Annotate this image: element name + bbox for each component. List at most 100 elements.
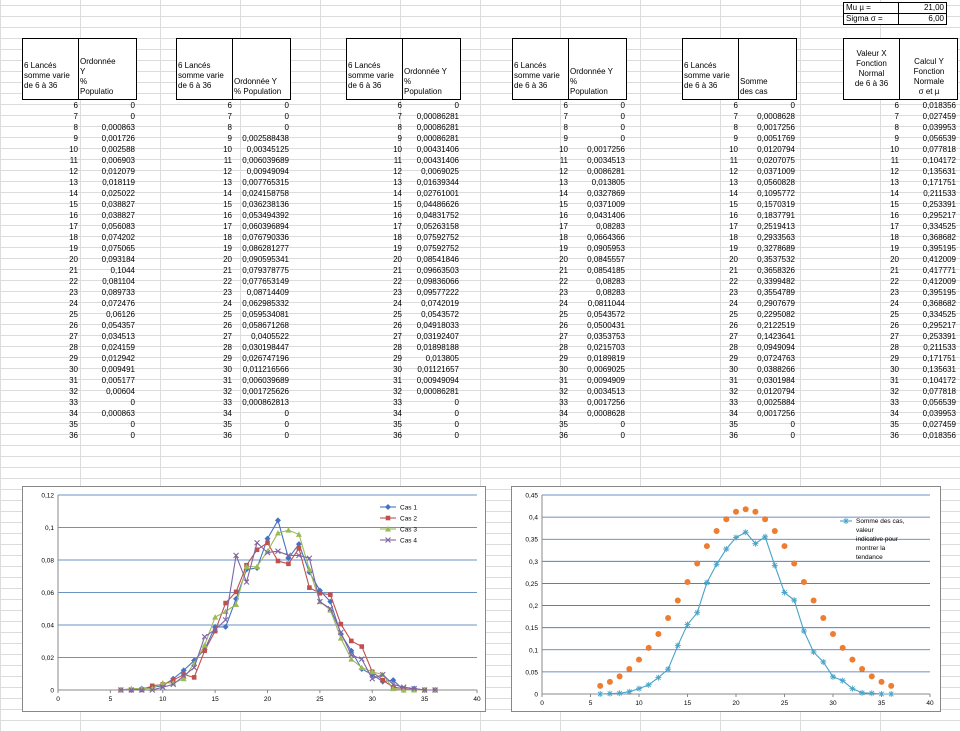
- cell[interactable]: 0,3554789: [757, 288, 795, 297]
- cell[interactable]: 0,0327869: [587, 189, 625, 198]
- cell[interactable]: 30: [223, 365, 232, 374]
- cell[interactable]: 0,08714409: [246, 288, 289, 297]
- cell[interactable]: 0,072476: [101, 299, 135, 308]
- cell[interactable]: 29: [223, 354, 232, 363]
- cell[interactable]: 19: [559, 244, 568, 253]
- cell[interactable]: 0,086281277: [242, 244, 289, 253]
- cell[interactable]: 0: [130, 101, 135, 110]
- cell[interactable]: 36: [223, 431, 232, 440]
- cell[interactable]: 23: [223, 288, 232, 297]
- cell[interactable]: 32: [69, 387, 78, 396]
- cell[interactable]: 0: [620, 112, 625, 121]
- cell[interactable]: 36: [69, 431, 78, 440]
- cell[interactable]: 0: [130, 431, 135, 440]
- cell[interactable]: 23: [890, 288, 899, 297]
- cell[interactable]: 34: [223, 409, 232, 418]
- cell[interactable]: 16: [393, 211, 402, 220]
- cell[interactable]: 0,0854185: [587, 266, 625, 275]
- cell[interactable]: 28: [729, 343, 738, 352]
- sigma-value[interactable]: 6,00: [928, 14, 944, 23]
- cell[interactable]: 9: [733, 134, 738, 143]
- cell[interactable]: 0,412009: [922, 277, 956, 286]
- cell[interactable]: 24: [69, 299, 78, 308]
- cell[interactable]: 0,2519413: [757, 222, 795, 231]
- cell[interactable]: 28: [393, 343, 402, 352]
- cell[interactable]: 0,171751: [922, 354, 956, 363]
- cell[interactable]: 18: [69, 233, 78, 242]
- cell[interactable]: 26: [69, 321, 78, 330]
- cell[interactable]: 0,09577222: [416, 288, 459, 297]
- cell[interactable]: 0,0543572: [421, 310, 459, 319]
- cell[interactable]: 0,039953: [922, 409, 956, 418]
- cell[interactable]: 0,024159: [101, 343, 135, 352]
- cell[interactable]: 0,001726: [101, 134, 135, 143]
- cell[interactable]: 0,0051769: [757, 134, 795, 143]
- cell[interactable]: 26: [890, 321, 899, 330]
- cell[interactable]: 0: [620, 134, 625, 143]
- cell[interactable]: 33: [69, 398, 78, 407]
- cell[interactable]: 0,000863: [101, 409, 135, 418]
- cell[interactable]: 13: [559, 178, 568, 187]
- cell[interactable]: 21: [729, 266, 738, 275]
- cell[interactable]: 0,025022: [101, 189, 135, 198]
- cell[interactable]: 0,056539: [922, 398, 956, 407]
- cell[interactable]: 32: [559, 387, 568, 396]
- cell[interactable]: 9: [73, 134, 78, 143]
- cell[interactable]: 15: [69, 200, 78, 209]
- cell[interactable]: 0,00431406: [416, 156, 459, 165]
- cell[interactable]: 0,2933563: [757, 233, 795, 242]
- cell[interactable]: 16: [223, 211, 232, 220]
- cell[interactable]: 28: [223, 343, 232, 352]
- cell[interactable]: 35: [729, 420, 738, 429]
- cell[interactable]: 0: [454, 409, 459, 418]
- cell[interactable]: 16: [729, 211, 738, 220]
- cell[interactable]: 6: [733, 101, 738, 110]
- cell[interactable]: 0,034513: [101, 332, 135, 341]
- cell[interactable]: 20: [393, 255, 402, 264]
- cell[interactable]: 12: [729, 167, 738, 176]
- cell[interactable]: 0: [284, 431, 289, 440]
- cell[interactable]: 0,395195: [922, 244, 956, 253]
- cell[interactable]: 0,00431406: [416, 145, 459, 154]
- cell[interactable]: 0,039953: [922, 123, 956, 132]
- cell[interactable]: 24: [890, 299, 899, 308]
- cell[interactable]: 21: [69, 266, 78, 275]
- cell[interactable]: 8: [563, 123, 568, 132]
- cell[interactable]: 0,03192407: [416, 332, 459, 341]
- mu-value[interactable]: 21,00: [923, 3, 944, 12]
- cell[interactable]: 0,2295082: [757, 310, 795, 319]
- cell[interactable]: 0,018356: [922, 101, 956, 110]
- cell[interactable]: 29: [729, 354, 738, 363]
- cell[interactable]: 0,02761001: [416, 189, 459, 198]
- cell[interactable]: 0,0664366: [587, 233, 625, 242]
- cell[interactable]: 0,01898188: [416, 343, 459, 352]
- cell[interactable]: 0,211533: [923, 189, 956, 198]
- cell[interactable]: 0,3278689: [757, 244, 795, 253]
- cell[interactable]: 0: [130, 112, 135, 121]
- cell[interactable]: 0,005177: [101, 376, 135, 385]
- cell[interactable]: 36: [890, 431, 899, 440]
- cell[interactable]: 0,368682: [922, 299, 956, 308]
- cell[interactable]: 0,077818: [922, 387, 956, 396]
- cell[interactable]: 6: [397, 101, 402, 110]
- cell[interactable]: 0,059534081: [242, 310, 289, 319]
- cell[interactable]: 18: [393, 233, 402, 242]
- cell[interactable]: 31: [890, 376, 899, 385]
- cell[interactable]: 0,038827: [101, 211, 135, 220]
- cell[interactable]: 25: [559, 310, 568, 319]
- cell[interactable]: 25: [890, 310, 899, 319]
- cell[interactable]: 0,026747196: [242, 354, 289, 363]
- cell[interactable]: 0,0905953: [587, 244, 625, 253]
- cell[interactable]: 36: [729, 431, 738, 440]
- chart-sum-normal[interactable]: 0 0,05 0,1 0,15 0,2 0,25 0,3 0,35 0,4 0,45 0 5 10 15 2…: [511, 486, 941, 712]
- cell[interactable]: 34: [890, 409, 899, 418]
- cell[interactable]: 26: [559, 321, 568, 330]
- cell[interactable]: 28: [890, 343, 899, 352]
- cell[interactable]: 0,395195: [922, 288, 956, 297]
- cell[interactable]: 0: [620, 101, 625, 110]
- cell[interactable]: 32: [890, 387, 899, 396]
- cell[interactable]: 35: [223, 420, 232, 429]
- cell[interactable]: 10: [890, 145, 899, 154]
- cell[interactable]: 0,0120794: [757, 145, 795, 154]
- cell[interactable]: 7: [563, 112, 568, 121]
